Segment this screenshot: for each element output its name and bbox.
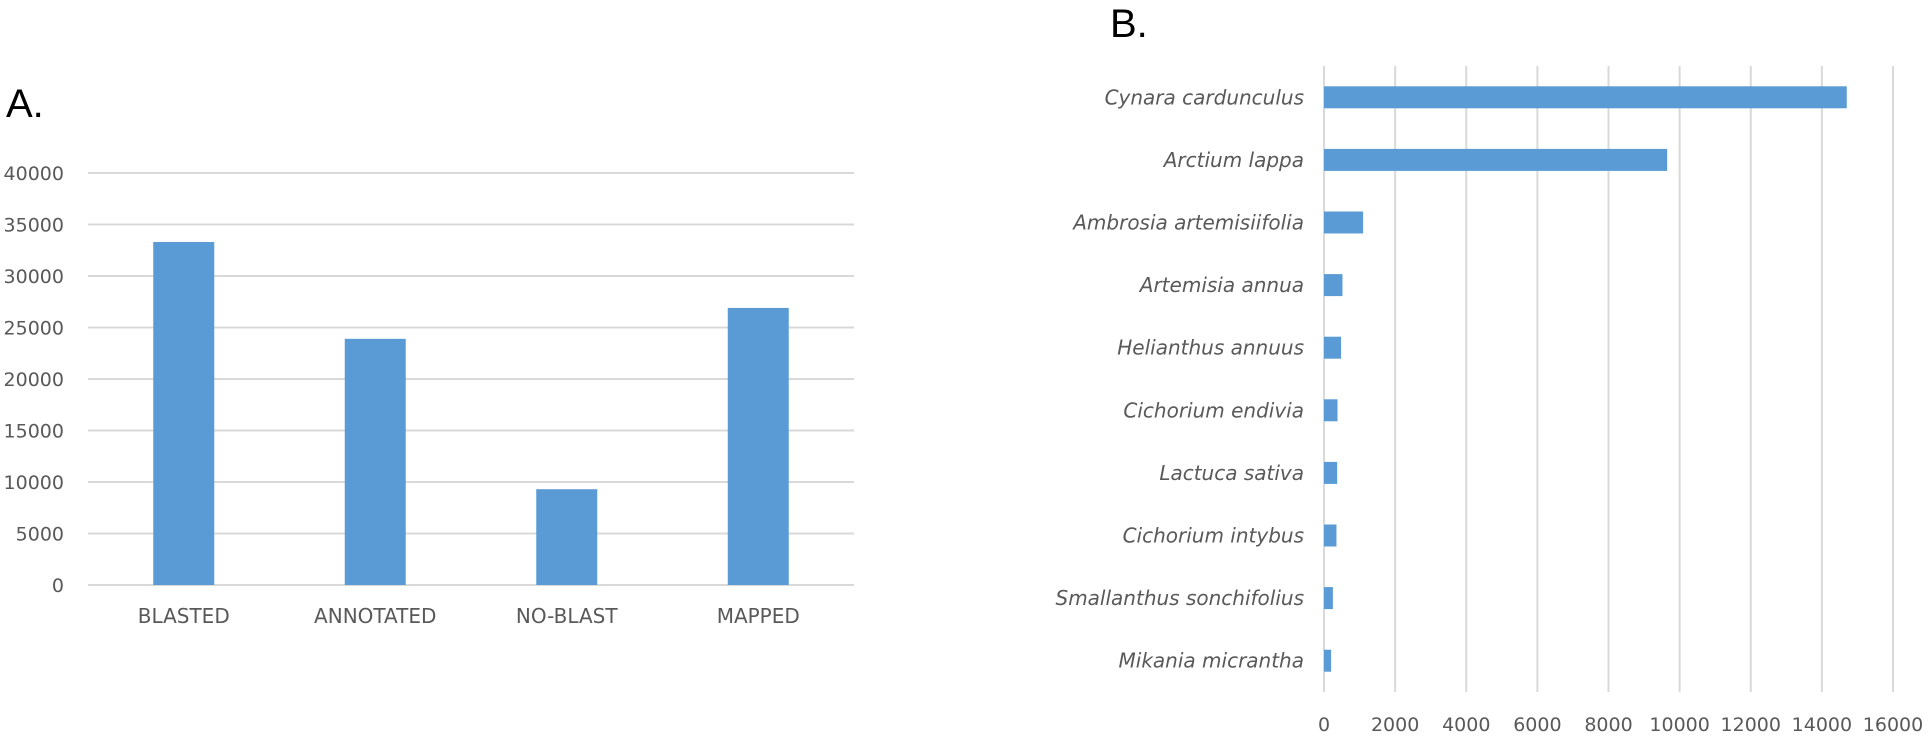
y-tick-label: 15000 [4, 421, 64, 443]
y-category-label: Mikania micrantha [1119, 649, 1304, 673]
x-category-label: BLASTED [138, 604, 230, 628]
y-tick-label: 5000 [16, 524, 64, 546]
y-category-label: Smallanthus sonchifolius [1056, 586, 1305, 610]
x-tick-label: 2000 [1371, 714, 1419, 736]
bar [1324, 587, 1333, 610]
x-tick-label: 8000 [1584, 714, 1632, 736]
x-category-label: ANNOTATED [314, 604, 436, 628]
x-tick-label: 16000 [1863, 714, 1923, 736]
y-tick-label: 35000 [4, 215, 64, 237]
chart-a: 0 5000 10000 15000 20000 25000 30000 35000 40000… [4, 163, 854, 628]
panel-a-label: A. [6, 82, 44, 126]
y-category-label: Ambrosia artemisiifolia [1071, 211, 1304, 235]
y-category-label: Artemisia annua [1138, 273, 1304, 297]
x-category-label: MAPPED [717, 604, 800, 628]
bar [1324, 649, 1332, 672]
bar [1324, 148, 1668, 171]
y-tick-label: 30000 [4, 266, 64, 288]
bar [1324, 336, 1342, 359]
x-category-label: NO-BLAST [516, 604, 618, 628]
x-tick-label: 14000 [1792, 714, 1852, 736]
bar [1324, 524, 1337, 547]
x-tick-label: 10000 [1649, 714, 1709, 736]
bar [536, 489, 598, 585]
y-tick-label: 0 [52, 575, 64, 597]
x-tick-label: 6000 [1513, 714, 1561, 736]
y-tick-label: 20000 [4, 369, 64, 391]
x-tick-label: 12000 [1721, 714, 1781, 736]
panel-b-label: B. [1110, 2, 1148, 46]
y-tick-label: 25000 [4, 318, 64, 340]
y-tick-label: 10000 [4, 472, 64, 494]
y-category-label: Cichorium intybus [1123, 524, 1304, 548]
y-category-label: Helianthus annuus [1117, 336, 1304, 360]
y-category-label: Cichorium endivia [1123, 398, 1304, 422]
chart-b: 0 2000 4000 6000 8000 10000 12000 14000 16000 Cyn… [1056, 66, 1923, 736]
y-category-label: Lactuca sativa [1159, 461, 1304, 485]
bar [727, 307, 789, 585]
x-tick-label: 0 [1318, 714, 1330, 736]
y-tick-label: 40000 [4, 163, 64, 185]
y-category-label: Arctium lappa [1162, 148, 1304, 172]
bar [1324, 274, 1343, 297]
bar [344, 338, 406, 585]
x-tick-label: 4000 [1442, 714, 1490, 736]
bar [1324, 461, 1338, 484]
bar [1324, 399, 1338, 422]
bar [1324, 211, 1364, 234]
bar [153, 242, 215, 585]
y-category-label: Cynara cardunculus [1105, 85, 1304, 109]
bar [1324, 86, 1847, 109]
